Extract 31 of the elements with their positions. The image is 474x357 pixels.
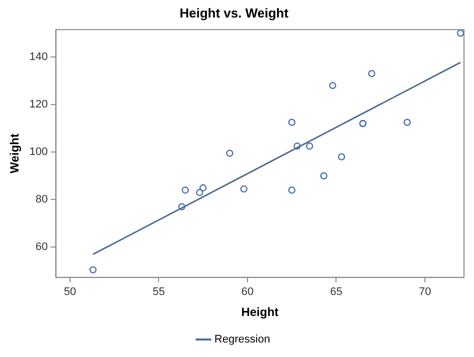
point xyxy=(329,82,336,90)
chart-title: Height vs. Weight xyxy=(180,5,290,20)
x-tick-label: 55 xyxy=(152,286,165,298)
point xyxy=(320,172,328,180)
point xyxy=(199,184,207,192)
point xyxy=(338,153,346,160)
y-tick-label: 120 xyxy=(29,98,48,111)
y-tick-label: 60 xyxy=(36,241,48,254)
point xyxy=(306,142,314,150)
point xyxy=(178,203,186,210)
point xyxy=(89,266,97,274)
x-tick-label: 70 xyxy=(418,286,432,298)
point xyxy=(294,142,301,150)
point xyxy=(368,70,376,78)
legend-label: Regression xyxy=(214,334,270,346)
y-tick-label: 140 xyxy=(29,50,48,63)
point xyxy=(288,118,296,126)
point xyxy=(456,30,464,37)
point xyxy=(226,150,234,157)
point xyxy=(404,118,411,126)
x-axis-title: Height xyxy=(241,305,279,320)
point xyxy=(182,186,189,194)
point xyxy=(196,188,204,196)
y-axis-title: Weight xyxy=(8,134,22,174)
point xyxy=(288,186,296,194)
x-tick-label: 50 xyxy=(64,286,76,298)
y-tick-label: 80 xyxy=(36,194,48,206)
y-tick-label: 100 xyxy=(29,146,48,158)
x-tick-label: 65 xyxy=(330,286,342,298)
point xyxy=(240,185,248,193)
x-tick-label: 60 xyxy=(241,286,254,298)
